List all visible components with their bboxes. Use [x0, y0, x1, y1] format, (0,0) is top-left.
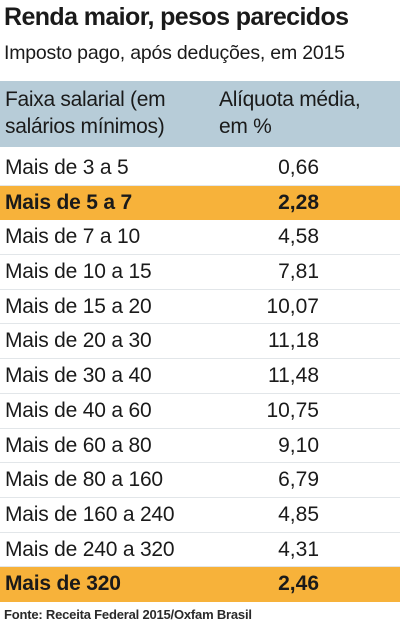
column-header-aliquota-line1: Alíquota média, [219, 88, 361, 111]
table-row: Mais de 60 a 80 9,10 [0, 429, 400, 464]
column-header-aliquota-line2: em % [219, 115, 272, 138]
table-row: Mais de 3 a 5 0,66 [0, 151, 400, 186]
faixa-cell: Mais de 10 a 15 [5, 260, 152, 284]
table-header: Faixa salarial (em salários mínimos) Alí… [0, 81, 400, 147]
faixa-cell: Mais de 60 a 80 [5, 433, 152, 457]
aliquota-cell: 10,07 [266, 294, 319, 318]
table-row: Mais de 20 a 30 11,18 [0, 324, 400, 360]
faixa-cell: Mais de 40 a 60 [5, 398, 152, 422]
source-note: Fonte: Receita Federal 2015/Oxfam Brasil [4, 607, 252, 622]
faixa-cell: Mais de 80 a 160 [5, 468, 163, 492]
table-body: Mais de 3 a 5 0,66 Mais de 5 a 7 2,28 Mais d… [0, 151, 400, 602]
faixa-cell: Mais de 240 a 320 [5, 537, 175, 561]
table-row-highlighted: Mais de 5 a 7 2,28 [0, 185, 400, 221]
table-row: Mais de 160 a 240 4,85 [0, 498, 400, 533]
aliquota-cell: 4,85 [278, 502, 319, 526]
aliquota-cell: 7,81 [278, 260, 319, 284]
chart-title: Renda maior, pesos parecidos [4, 3, 349, 31]
aliquota-cell: 2,46 [278, 572, 319, 596]
aliquota-cell: 11,48 [268, 364, 319, 388]
table-row: Mais de 240 a 320 4,31 [0, 533, 400, 568]
column-header-faixa-line1: Faixa salarial (em [5, 88, 166, 111]
faixa-cell: Mais de 20 a 30 [5, 329, 152, 353]
aliquota-cell: 2,28 [278, 190, 319, 214]
faixa-cell: Mais de 15 a 20 [5, 294, 152, 318]
table-row-highlighted: Mais de 320 2,46 [0, 567, 400, 602]
aliquota-cell: 11,18 [268, 329, 319, 353]
chart-subtitle: Imposto pago, após deduções, em 2015 [4, 42, 345, 64]
faixa-cell: Mais de 320 [5, 572, 121, 596]
column-header-faixa: Faixa salarial (em salários mínimos) [5, 86, 205, 140]
faixa-cell: Mais de 160 a 240 [5, 502, 175, 526]
aliquota-cell: 4,58 [278, 225, 319, 249]
faixa-cell: Mais de 5 a 7 [5, 190, 132, 214]
faixa-cell: Mais de 7 a 10 [5, 225, 140, 249]
aliquota-cell: 9,10 [278, 433, 319, 457]
aliquota-cell: 0,66 [278, 156, 319, 179]
table-row: Mais de 10 a 15 7,81 [0, 255, 400, 290]
faixa-cell: Mais de 3 a 5 [5, 156, 129, 179]
aliquota-cell: 4,31 [278, 537, 319, 561]
table-row: Mais de 7 a 10 4,58 [0, 220, 400, 256]
table-row: Mais de 40 a 60 10,75 [0, 394, 400, 429]
table-row: Mais de 30 a 40 11,48 [0, 359, 400, 394]
table-row: Mais de 15 a 20 10,07 [0, 290, 400, 325]
column-header-aliquota: Alíquota média, em % [219, 86, 399, 140]
faixa-cell: Mais de 30 a 40 [5, 364, 152, 388]
aliquota-cell: 6,79 [278, 468, 319, 492]
aliquota-cell: 10,75 [266, 398, 319, 422]
table-row: Mais de 80 a 160 6,79 [0, 463, 400, 498]
column-header-faixa-line2: salários mínimos) [5, 115, 165, 138]
